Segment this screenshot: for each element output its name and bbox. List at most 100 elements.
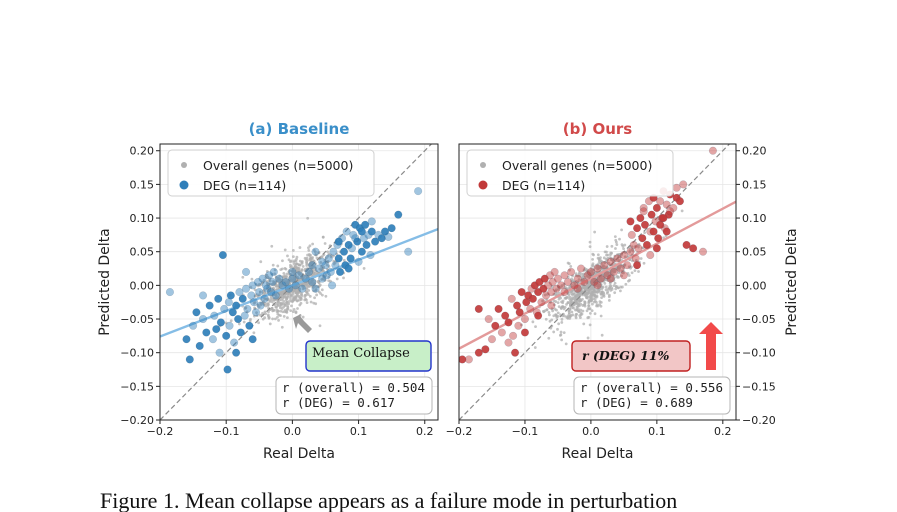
deg-point xyxy=(560,288,569,297)
overall-gene-point xyxy=(323,275,327,279)
overall-gene-point xyxy=(333,261,337,264)
overall-gene-point xyxy=(608,274,611,278)
overall-gene-point xyxy=(312,289,316,293)
overall-gene-point xyxy=(292,272,296,276)
overall-gene-point xyxy=(277,279,281,282)
overall-gene-point xyxy=(577,271,581,275)
overall-gene-point xyxy=(256,284,260,288)
deg-point xyxy=(218,251,227,260)
overall-gene-point xyxy=(321,235,325,239)
deg-point xyxy=(593,281,602,290)
y-tick-label: 0.15 xyxy=(130,178,155,191)
overall-gene-point xyxy=(597,262,600,266)
overall-gene-point xyxy=(263,288,266,292)
deg-point xyxy=(256,301,265,310)
overall-gene-point xyxy=(291,310,295,314)
panel-title: (b) Ours xyxy=(563,120,632,138)
deg-point xyxy=(241,284,251,293)
overall-gene-point xyxy=(604,285,608,289)
deg-point xyxy=(216,318,225,327)
deg-point xyxy=(288,267,297,276)
deg-point xyxy=(507,294,516,303)
overall-gene-point xyxy=(613,268,616,272)
deg-point xyxy=(367,217,376,226)
deg-point xyxy=(334,237,343,246)
deg-point xyxy=(230,338,239,347)
deg-point xyxy=(623,261,632,270)
overall-gene-point xyxy=(253,294,257,298)
deg-point xyxy=(547,301,556,310)
deg-point xyxy=(278,281,287,290)
overall-gene-point xyxy=(613,254,617,258)
overall-gene-point xyxy=(610,244,614,248)
deg-point xyxy=(675,197,684,206)
deg-point xyxy=(311,247,320,256)
deg-point xyxy=(708,146,717,155)
deg-point xyxy=(515,308,524,317)
overall-gene-point xyxy=(280,302,284,305)
overall-gene-point xyxy=(592,290,596,294)
overall-gene-point xyxy=(568,268,571,272)
overall-gene-point xyxy=(270,272,274,276)
overall-gene-point xyxy=(637,245,640,249)
deg-point xyxy=(517,288,526,297)
deg-point xyxy=(474,304,483,313)
deg-point xyxy=(232,301,241,310)
overall-gene-point xyxy=(612,270,616,274)
overall-gene-point xyxy=(583,294,587,297)
overall-gene-point xyxy=(557,305,561,309)
overall-gene-point xyxy=(281,275,285,279)
overall-gene-point xyxy=(559,330,563,334)
overall-gene-point xyxy=(270,306,274,310)
deg-point xyxy=(639,207,648,216)
overall-gene-point xyxy=(317,281,321,285)
deg-point xyxy=(616,264,625,273)
deg-point xyxy=(647,210,656,219)
overall-gene-point xyxy=(318,324,322,328)
overall-gene-point xyxy=(552,303,556,307)
overall-gene-point xyxy=(557,322,561,326)
overall-gene-point xyxy=(286,254,289,258)
overall-gene-point xyxy=(293,259,296,263)
deg-point xyxy=(570,281,579,290)
deg-point xyxy=(545,271,555,280)
deg-point xyxy=(484,314,493,324)
y-axis-label: Predicted Delta xyxy=(97,228,113,336)
overall-gene-point xyxy=(308,294,312,298)
deg-point xyxy=(189,321,198,330)
deg-point xyxy=(640,220,650,229)
overall-gene-point xyxy=(270,300,274,304)
overall-gene-point xyxy=(289,260,292,264)
overall-gene-point xyxy=(293,297,297,300)
deg-point xyxy=(609,267,619,276)
overall-gene-point xyxy=(312,301,316,305)
deg-point xyxy=(224,298,233,307)
overall-gene-point xyxy=(617,286,620,290)
deg-point xyxy=(321,261,330,270)
overall-gene-point xyxy=(569,313,573,317)
overall-gene-point xyxy=(307,289,311,292)
overall-gene-point xyxy=(292,287,296,291)
overall-gene-point xyxy=(567,308,571,312)
plot-content xyxy=(459,144,736,420)
deg-point xyxy=(394,210,403,219)
deg-point xyxy=(603,271,612,280)
overall-gene-point xyxy=(300,268,304,272)
overall-gene-point xyxy=(285,302,289,306)
overall-gene-point xyxy=(588,311,592,315)
deg-point xyxy=(634,244,643,253)
overall-gene-point xyxy=(605,250,608,254)
deg-point xyxy=(214,294,223,303)
overall-gene-point xyxy=(591,302,594,306)
overall-gene-point xyxy=(593,297,597,301)
deg-point xyxy=(243,304,252,313)
overall-gene-point xyxy=(594,271,598,275)
deg-point xyxy=(520,314,530,324)
overall-gene-point xyxy=(299,298,303,301)
deg-point xyxy=(682,240,691,250)
deg-point xyxy=(291,281,300,290)
overall-gene-point xyxy=(305,282,309,286)
overall-gene-point xyxy=(313,296,316,300)
overall-gene-point xyxy=(630,245,634,249)
overall-gene-point xyxy=(273,268,277,272)
